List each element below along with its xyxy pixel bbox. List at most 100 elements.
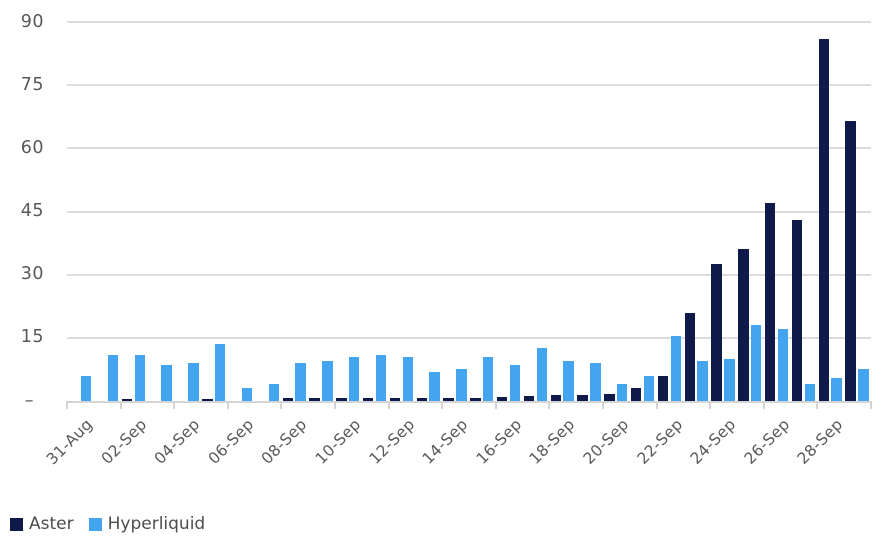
x-axis-tick: [494, 401, 497, 409]
x-axis-label-text: 14-Sep: [419, 415, 472, 468]
bar-hyperliquid-04-Sep: [188, 363, 199, 401]
x-axis-label-02-Sep: 02-Sep: [0, 414, 150, 468]
bar-hyperliquid-20-Sep: [616, 384, 628, 401]
x-axis-label-text: 04-Sep: [151, 415, 204, 468]
bar-aster-09-Sep: [309, 398, 320, 401]
x-axis-line: [67, 400, 871, 403]
y-axis-label-45: 45: [20, 201, 44, 221]
y-axis-label-15: 15: [20, 327, 44, 348]
x-axis-tick: [441, 401, 444, 409]
x-axis-tick: [226, 401, 229, 409]
bar-hyperliquid-09-Sep: [322, 361, 333, 401]
gridline-60: [67, 147, 871, 150]
x-axis-label-text: 10-Sep: [311, 415, 365, 468]
bar-hyperliquid-12-Sep: [402, 356, 414, 401]
x-axis-label-text: 20-Sep: [579, 415, 633, 468]
x-axis-label-16-Sep: 16-Sep: [353, 414, 526, 468]
bar-aster-28-Sep: [818, 38, 830, 401]
bar-aster-19-Sep: [577, 395, 588, 401]
x-axis-label-10-Sep: 10-Sep: [192, 414, 365, 468]
x-axis-label-text: 08-Sep: [258, 415, 311, 468]
bar-aster-21-Sep: [630, 388, 642, 401]
x-axis-label-28-Sep: 28-Sep: [675, 414, 847, 468]
x-axis-tick: [816, 401, 819, 409]
x-axis-label-text: 22-Sep: [633, 415, 687, 468]
bar-aster-15-Sep: [470, 398, 481, 401]
bar-hyperliquid-27-Sep: [804, 384, 816, 401]
bar-hyperliquid-29-Sep: [858, 369, 869, 401]
y-axis-label-90: 90: [20, 11, 44, 32]
x-axis-label-text: 31-Aug: [43, 415, 97, 469]
bar-hyperliquid-08-Sep: [295, 363, 306, 401]
x-axis-tick: [709, 401, 712, 409]
x-axis-tick: [870, 401, 872, 409]
y-axis-label-30: 30: [20, 264, 44, 285]
bar-hyperliquid-19-Sep: [590, 363, 601, 401]
bar-hyperliquid-21-Sep: [643, 375, 655, 401]
bar-hyperliquid-15-Sep: [482, 356, 494, 401]
bar-hyperliquid-13-Sep: [429, 371, 440, 401]
bar-aster-29-Sep: [845, 120, 856, 401]
x-axis-label-26-Sep: 26-Sep: [621, 414, 794, 468]
x-axis-label-text: 16-Sep: [472, 415, 526, 468]
bar-hyperliquid-01-Sep: [107, 354, 119, 401]
y-axis-label-75: 75: [20, 74, 44, 95]
legend-swatch-aster: [10, 517, 23, 531]
x-axis-label-text: 18-Sep: [526, 415, 579, 468]
y-axis-label-0: –: [24, 390, 34, 411]
bar-aster-16-Sep: [496, 396, 508, 401]
x-axis-label-text: 02-Sep: [97, 415, 151, 468]
bar-aster-13-Sep: [416, 398, 428, 401]
legend: Aster Hyperliquid: [10, 514, 205, 534]
x-axis-label-20-Sep: 20-Sep: [460, 414, 633, 468]
bar-hyperliquid-02-Sep: [134, 354, 146, 401]
bar-hyperliquid-05-Sep: [214, 344, 226, 401]
bar-aster-17-Sep: [523, 395, 535, 401]
x-axis-label-text: 26-Sep: [740, 415, 794, 468]
x-axis-label-06-Sep: 06-Sep: [85, 414, 258, 468]
legend-swatch-hyperliquid: [88, 517, 102, 531]
bar-aster-10-Sep: [336, 397, 347, 401]
gridline-75: [67, 84, 871, 87]
x-axis-tick: [602, 401, 604, 409]
plot-area: [66, 21, 872, 409]
bar-aster-18-Sep: [550, 395, 562, 401]
x-axis-label-text: 06-Sep: [204, 415, 258, 468]
bar-hyperliquid-07-Sep: [268, 384, 280, 401]
x-axis-label-31-Aug: 31-Aug: [0, 414, 96, 468]
x-axis-tick: [387, 401, 390, 409]
bar-hyperliquid-11-Sep: [375, 354, 387, 401]
legend-label-hyperliquid: Hyperliquid: [107, 514, 206, 534]
bar-aster-22-Sep: [657, 375, 669, 401]
bar-aster-27-Sep: [791, 219, 803, 401]
x-axis-tick: [762, 401, 765, 409]
bar-hyperliquid-31-Aug: [80, 375, 92, 401]
x-axis-tick: [280, 401, 283, 409]
bar-aster-12-Sep: [389, 397, 401, 401]
bar-hyperliquid-17-Sep: [536, 348, 548, 401]
x-axis-label-14-Sep: 14-Sep: [300, 414, 472, 468]
x-axis-label-24-Sep: 24-Sep: [568, 414, 740, 468]
bar-aster-08-Sep: [282, 398, 294, 401]
bar-hyperliquid-03-Sep: [161, 365, 172, 401]
bar-aster-11-Sep: [362, 397, 374, 401]
x-axis-label-18-Sep: 18-Sep: [407, 414, 579, 468]
gridline-45: [67, 210, 871, 213]
gridline-90: [67, 21, 871, 23]
x-axis-tick: [173, 401, 176, 409]
x-axis-tick: [548, 401, 551, 409]
x-axis-label-text: 12-Sep: [365, 415, 419, 468]
x-axis-label-text: 28-Sep: [794, 415, 847, 468]
bar-aster-05-Sep: [202, 398, 213, 401]
bar-aster-20-Sep: [604, 394, 615, 401]
bar-aster-14-Sep: [443, 398, 454, 401]
x-axis-label-22-Sep: 22-Sep: [514, 414, 686, 468]
bar-aster-23-Sep: [684, 312, 696, 401]
bar-aster-26-Sep: [764, 203, 776, 401]
x-axis-tick: [334, 401, 336, 409]
legend-label-aster: Aster: [29, 514, 74, 534]
x-axis-tick: [66, 401, 68, 409]
gridline-15: [67, 336, 871, 339]
y-axis-label-60: 60: [20, 137, 44, 158]
